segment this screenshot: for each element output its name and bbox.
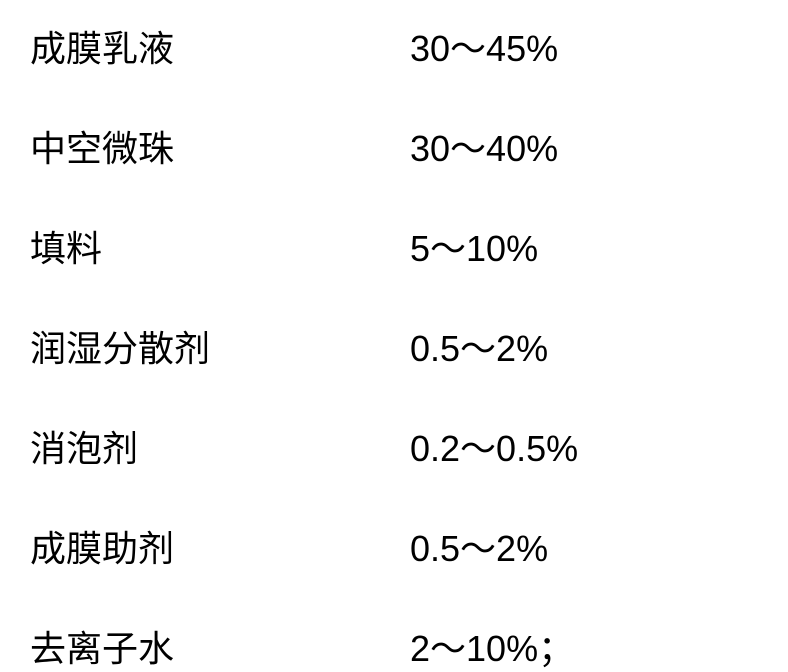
percentage-value: 2～10%；: [410, 620, 574, 672]
percentage-value: 0.5～2%: [410, 520, 548, 572]
table-row: 消泡剂 0.2～0.5%: [30, 420, 758, 472]
ingredient-label: 填料: [30, 220, 410, 272]
percentage-value: 0.2～0.5%: [410, 420, 578, 472]
table-row: 成膜乳液 30～45%: [30, 20, 758, 72]
percentage-value: 30～45%: [410, 20, 558, 72]
composition-table: 成膜乳液 30～45% 中空微珠 30～40% 填料 5～10% 润湿分散剂 0…: [30, 20, 758, 672]
percentage-value: 0.5～2%: [410, 320, 548, 372]
table-row: 成膜助剂 0.5～2%: [30, 520, 758, 572]
table-row: 填料 5～10%: [30, 220, 758, 272]
table-row: 去离子水 2～10%；: [30, 620, 758, 672]
percentage-value: 30～40%: [410, 120, 558, 172]
table-row: 中空微珠 30～40%: [30, 120, 758, 172]
ingredient-label: 消泡剂: [30, 420, 410, 472]
ingredient-label: 中空微珠: [30, 120, 410, 172]
percentage-value: 5～10%: [410, 220, 538, 272]
ingredient-label: 成膜乳液: [30, 20, 410, 72]
ingredient-label: 润湿分散剂: [30, 320, 410, 372]
table-row: 润湿分散剂 0.5～2%: [30, 320, 758, 372]
ingredient-label: 去离子水: [30, 620, 410, 672]
ingredient-label: 成膜助剂: [30, 520, 410, 572]
